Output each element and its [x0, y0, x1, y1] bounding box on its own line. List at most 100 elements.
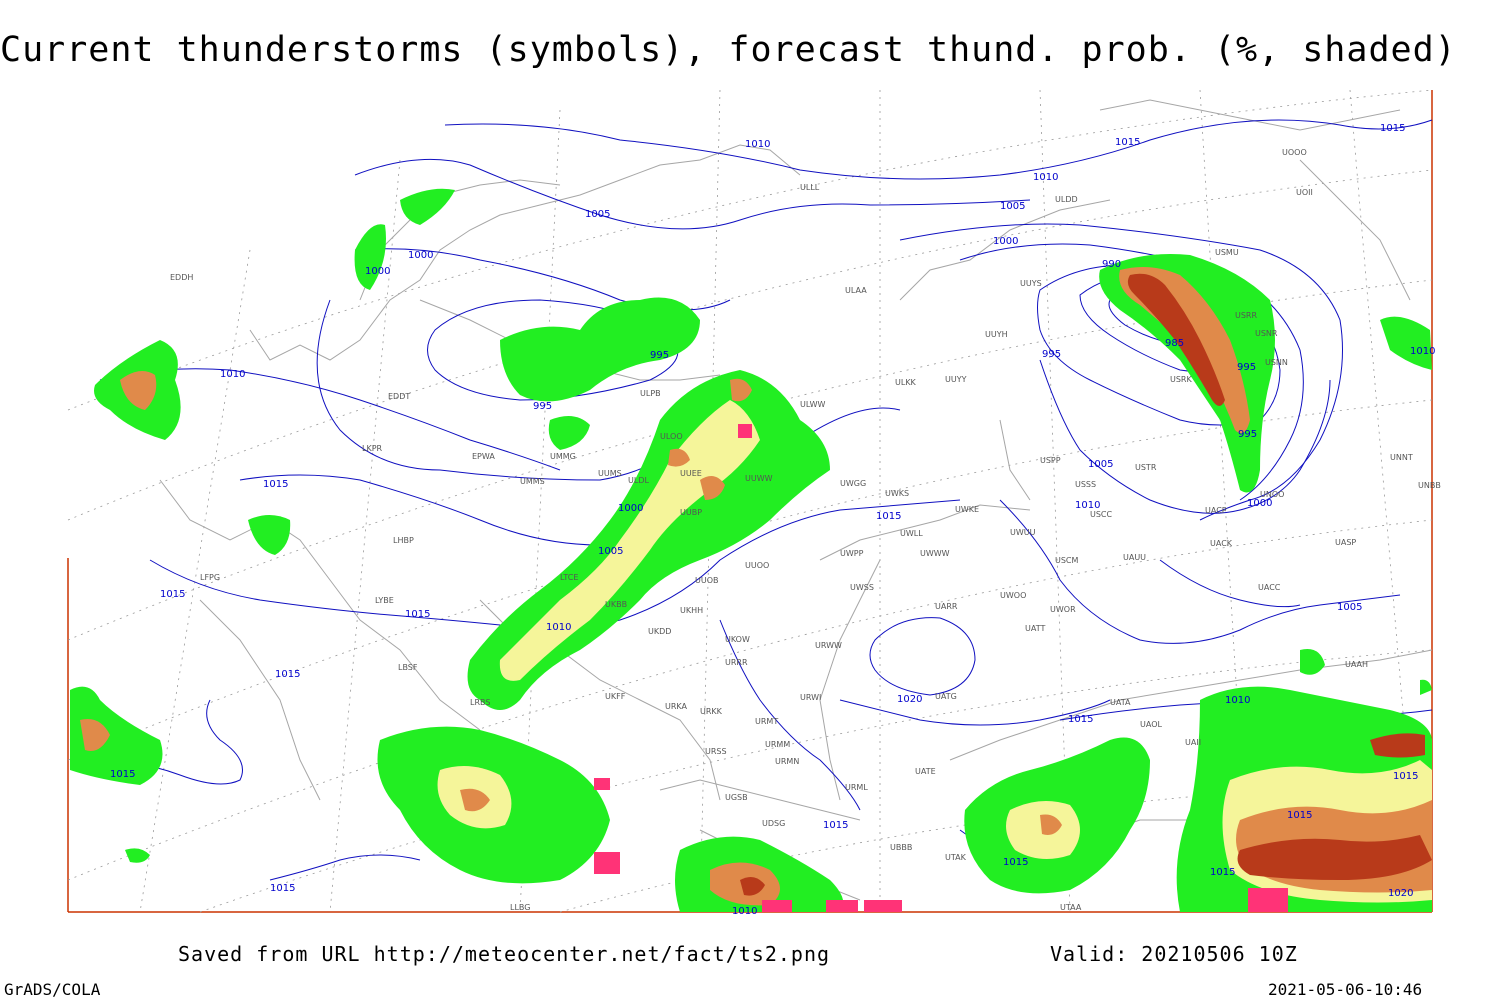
isobar-label: 1015	[1003, 857, 1028, 868]
isobar-label: 1010	[1410, 346, 1435, 357]
station-label: UWOO	[1000, 591, 1026, 600]
station-label: UWPP	[840, 549, 864, 558]
isobar-label: 995	[1042, 349, 1061, 360]
storm-symbol	[738, 424, 752, 438]
station-label: LTCE	[560, 573, 578, 582]
station-label: USCM	[1055, 556, 1079, 565]
station-label: UWWW	[920, 549, 950, 558]
isobar-label: 1010	[546, 622, 571, 633]
isobar-label: 1010	[745, 139, 770, 150]
isobar-label: 1010	[1225, 695, 1250, 706]
station-label: UUOO	[745, 561, 769, 570]
isobar-label: 990	[1102, 259, 1121, 270]
station-label: USRR	[1235, 311, 1257, 320]
isobar-label: 1015	[110, 769, 135, 780]
isobar-label: 1015	[1210, 867, 1235, 878]
map-title: Current thunderstorms (symbols), forecas…	[0, 30, 1457, 70]
storm-symbol	[826, 900, 858, 912]
station-label: UUBP	[680, 508, 702, 517]
station-label: USCC	[1090, 510, 1113, 519]
station-label: UWSS	[850, 583, 874, 592]
station-label: ULAA	[845, 286, 867, 295]
isobar-label: 1015	[275, 669, 300, 680]
station-label: LFPG	[200, 573, 220, 582]
isobar-label: 1015	[1287, 810, 1312, 821]
station-label: UAUU	[1123, 553, 1146, 562]
station-label: UWGG	[840, 479, 866, 488]
thunder-probability-shading	[70, 188, 1432, 912]
station-label: UKDD	[648, 627, 671, 636]
station-label: UAOL	[1140, 720, 1162, 729]
station-label: EDDH	[170, 273, 193, 282]
storm-symbol	[864, 900, 902, 912]
isobar-label: 1015	[405, 609, 430, 620]
station-label: UKBB	[605, 600, 627, 609]
station-label: ULDL	[628, 476, 649, 485]
station-label: USPP	[1040, 456, 1061, 465]
station-label: UAII	[1185, 738, 1201, 747]
station-label: UMMG	[550, 452, 576, 461]
station-label: UTAK	[945, 853, 967, 862]
isobar-label: 1010	[1033, 172, 1058, 183]
station-label: UUMS	[598, 469, 622, 478]
station-label: USTR	[1135, 463, 1157, 472]
station-label: EDDT	[388, 392, 410, 401]
station-label: UOII	[1296, 188, 1313, 197]
station-label: UASP	[1335, 538, 1356, 547]
station-label: URRR	[725, 658, 748, 667]
isobar-label: 1000	[618, 503, 643, 514]
isobar-label: 1015	[270, 883, 295, 894]
isobar-label: 1015	[1068, 714, 1093, 725]
station-label: UUWW	[745, 474, 773, 483]
station-label: URSS	[705, 747, 727, 756]
isobar-label: 995	[650, 350, 669, 361]
isobar-label: 1010	[220, 369, 245, 380]
isobar-labels: 1010 1005 1000 1000 995 995 1010 1015 10…	[110, 123, 1435, 917]
station-label: URWW	[815, 641, 842, 650]
isobar-label: 1010	[732, 906, 757, 917]
station-label: LHBP	[393, 536, 414, 545]
isobar-label: 995	[1237, 362, 1256, 373]
isobar-label: 1015	[1393, 771, 1418, 782]
station-label: URWI	[800, 693, 821, 702]
station-label: UUYS	[1020, 279, 1042, 288]
station-label: UUOB	[695, 576, 719, 585]
isobar-label: 1005	[1337, 602, 1362, 613]
isobar-label: 1010	[1075, 500, 1100, 511]
station-label: UNNT	[1390, 453, 1413, 462]
station-label: UNOO	[1260, 490, 1284, 499]
isobar-label: 1015	[1115, 137, 1140, 148]
station-label: URMM	[765, 740, 790, 749]
isobar-label: 1005	[1088, 459, 1113, 470]
station-label: URMT	[755, 717, 778, 726]
station-labels: ULAA UUYY ULLL ULPB ULOO ULWW ULKK UUYH …	[170, 148, 1441, 912]
station-label: UKHH	[680, 606, 703, 615]
station-label: UACP	[1205, 506, 1227, 515]
station-label: UBBB	[890, 843, 912, 852]
station-label: UKOW	[725, 635, 750, 644]
isobar-label: 1000	[993, 236, 1018, 247]
station-label: LRBS	[470, 698, 490, 707]
storm-symbol	[762, 900, 792, 912]
station-label: USNN	[1265, 358, 1288, 367]
station-label: UATE	[915, 767, 936, 776]
station-label: UWOR	[1050, 605, 1076, 614]
isobar-label: 1000	[365, 266, 390, 277]
isobar-label: 1015	[160, 589, 185, 600]
station-label: UATA	[1110, 698, 1131, 707]
station-label: ULWW	[800, 400, 825, 409]
station-label: USRK	[1170, 375, 1192, 384]
station-label: UTAA	[1060, 903, 1082, 912]
station-label: LLBG	[510, 903, 530, 912]
station-label: UWUU	[1010, 528, 1036, 537]
isobar-label: 1005	[598, 546, 623, 557]
station-label: USNR	[1255, 329, 1278, 338]
storm-symbol	[594, 852, 620, 874]
station-label: URML	[845, 783, 868, 792]
station-label: UWKE	[955, 505, 979, 514]
station-label: UATT	[1025, 624, 1045, 633]
station-label: ULPB	[640, 389, 661, 398]
station-label: UWLL	[900, 529, 923, 538]
station-label: UACK	[1210, 539, 1233, 548]
